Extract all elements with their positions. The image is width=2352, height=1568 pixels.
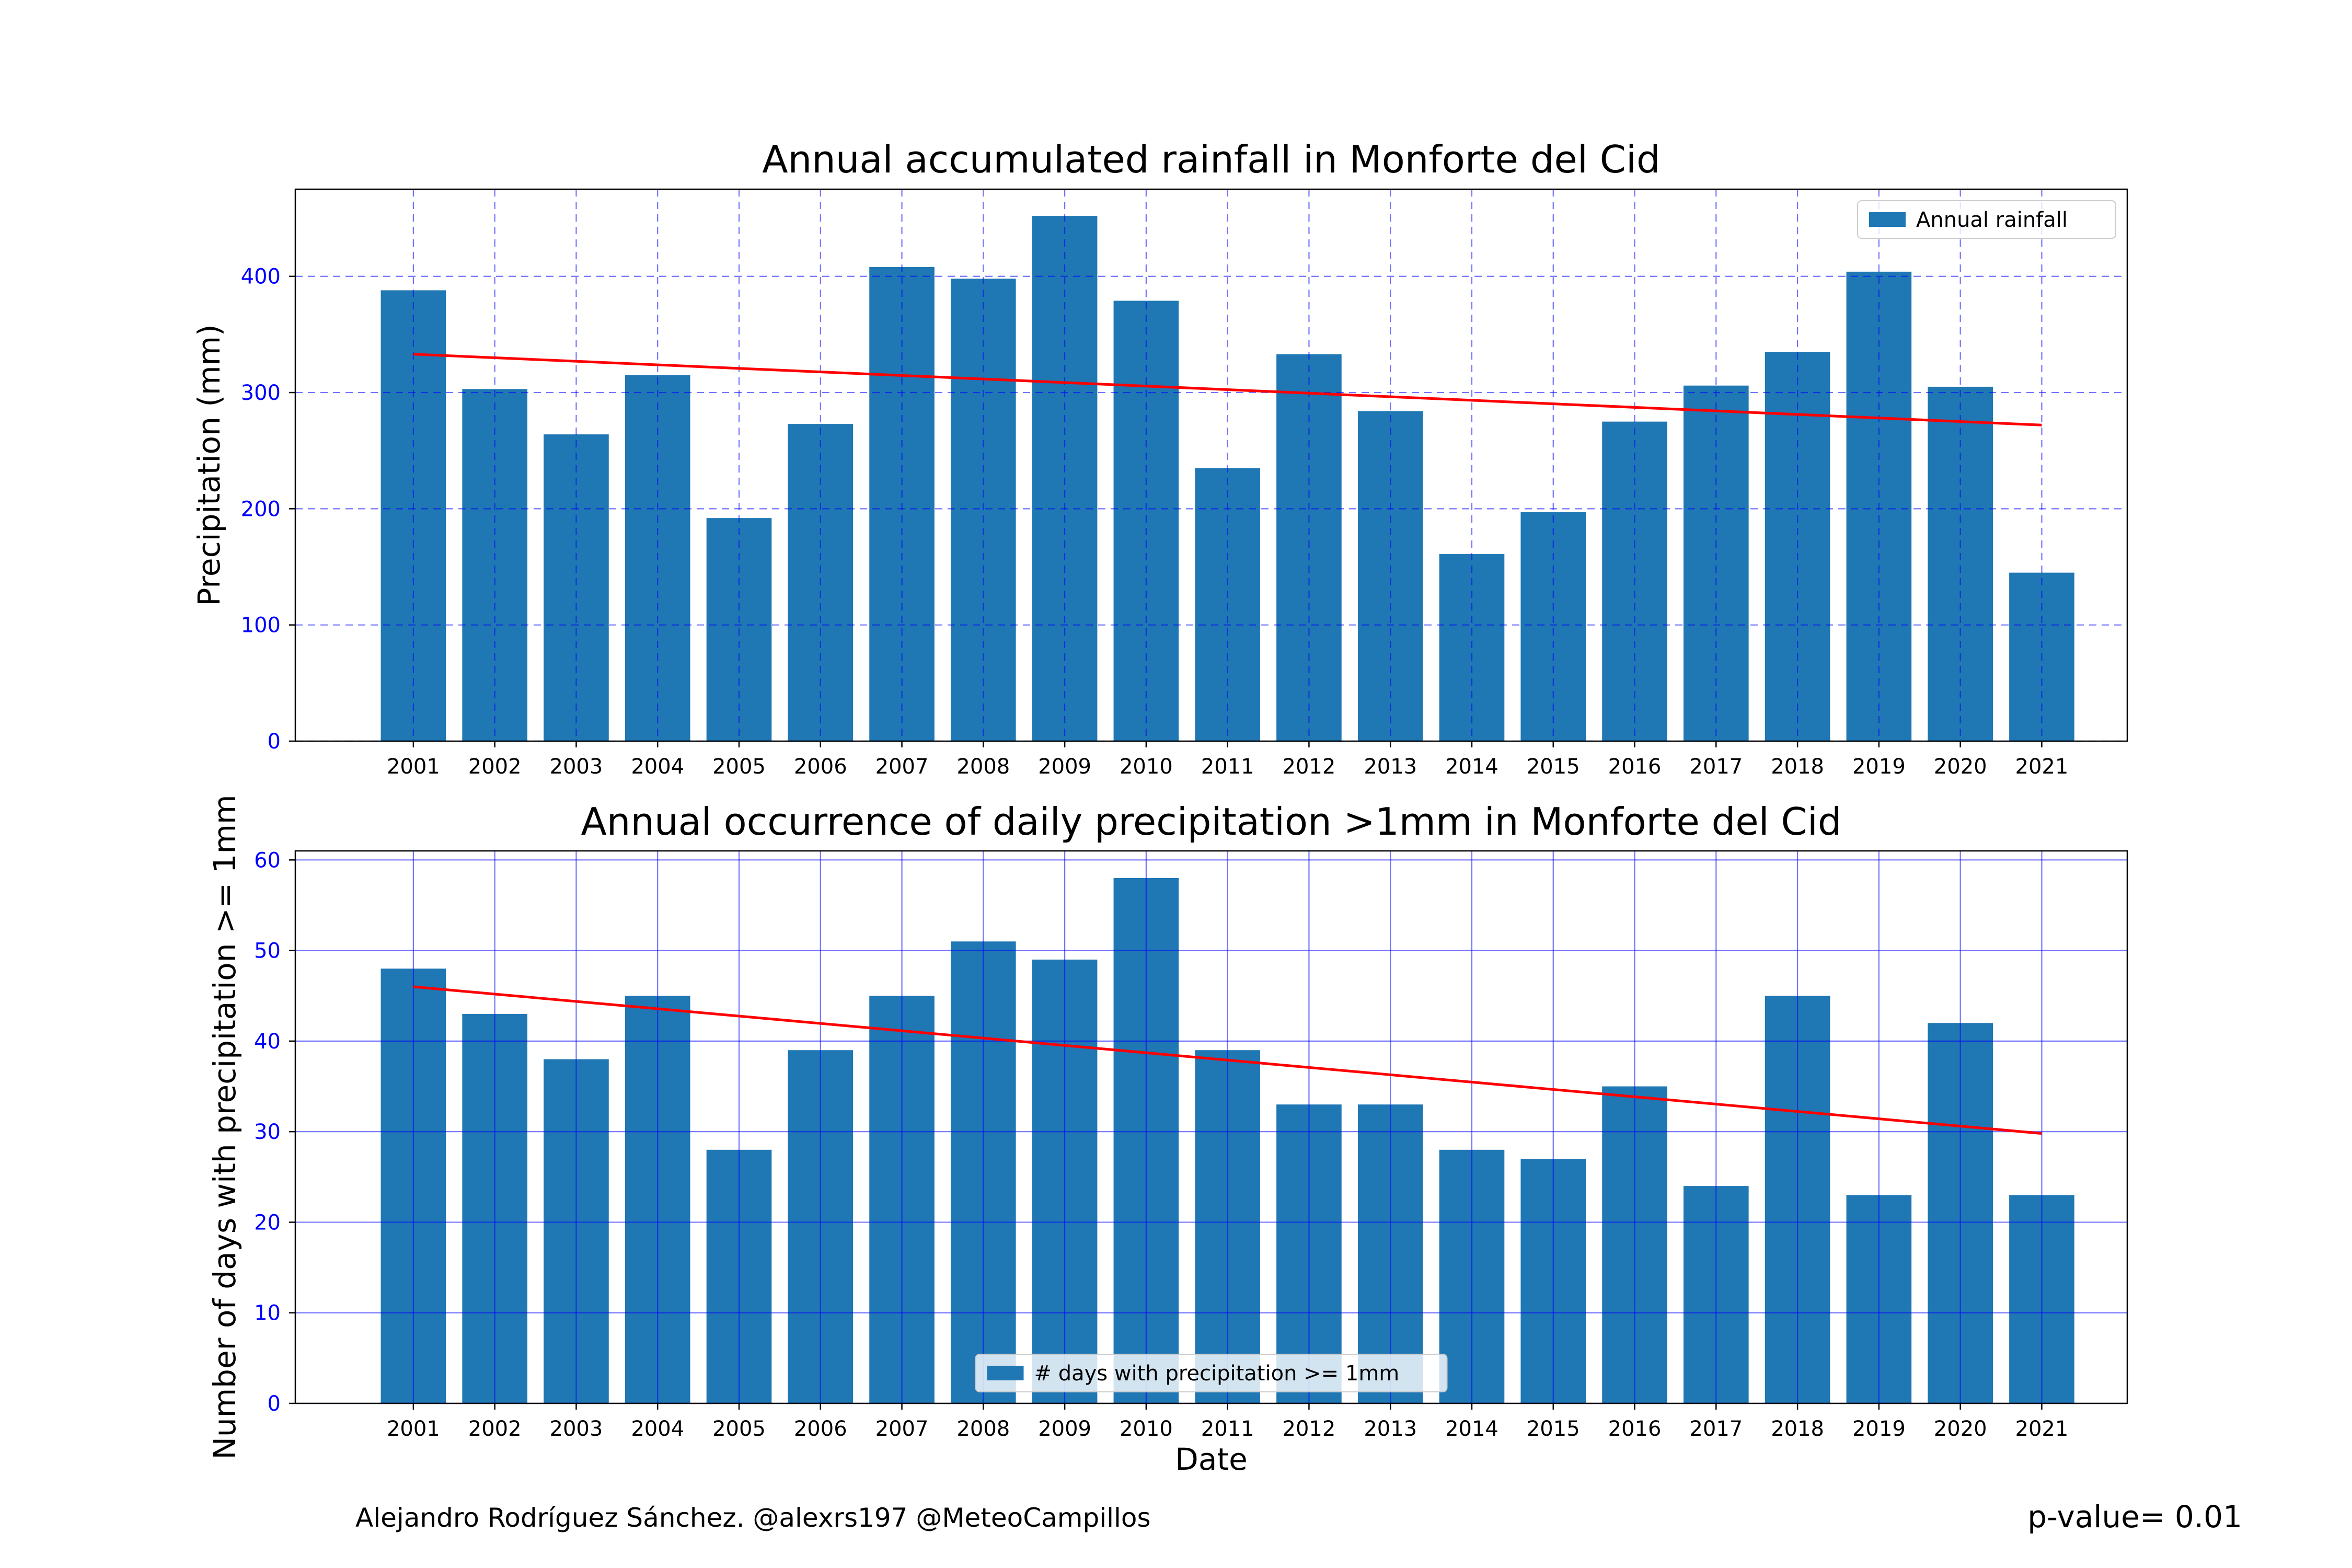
y-axis-label: Number of days with precipitation >= 1mm (207, 795, 243, 1460)
xtick-label-2020: 2020 (1934, 755, 1987, 779)
ytick-label-300: 300 (241, 381, 281, 405)
xtick-label-2021: 2021 (2015, 755, 2069, 779)
legend-swatch (987, 1366, 1024, 1380)
xtick-label-2002: 2002 (468, 755, 522, 779)
xtick-label-2018: 2018 (1771, 1417, 1824, 1441)
xtick-label-2006: 2006 (794, 1417, 847, 1441)
plot-frame (294, 850, 2128, 1404)
legend-box (1857, 200, 2116, 239)
ytick-label-20: 20 (254, 1210, 281, 1235)
legend-swatch (1869, 212, 1906, 227)
xtick-label-2005: 2005 (712, 1417, 766, 1441)
xtick-label-2014: 2014 (1445, 1417, 1498, 1441)
bar-2003 (544, 434, 609, 741)
xtick-label-2003: 2003 (550, 755, 603, 779)
xtick-label-2006: 2006 (794, 755, 847, 779)
legend: # days with precipitation >= 1mm (975, 1354, 1448, 1392)
xtick-label-2013: 2013 (1364, 755, 1417, 779)
xtick-label-2009: 2009 (1038, 755, 1091, 779)
trend-line (413, 985, 2042, 1135)
ytick-label-60: 60 (254, 848, 281, 872)
xtick-label-2010: 2010 (1120, 1417, 1173, 1441)
xtick-label-2007: 2007 (875, 755, 929, 779)
xtick-label-2015: 2015 (1527, 755, 1580, 779)
xtick-label-2004: 2004 (631, 755, 684, 779)
bar-2017 (1684, 385, 1749, 741)
xtick-label-2013: 2013 (1364, 1417, 1417, 1441)
xtick-label-2012: 2012 (1283, 1417, 1336, 1441)
trend-line (413, 353, 2042, 426)
legend-box (975, 1354, 1448, 1392)
chart-panel-1: 2001 2002 2003 2004 2005 2006 2007 2008 2009 2010… (191, 137, 2128, 779)
xtick-label-2016: 2016 (1608, 755, 1662, 779)
ytick-label-200: 200 (241, 497, 281, 521)
ytick-label-0: 0 (268, 730, 281, 754)
xtick-label-2011: 2011 (1201, 1417, 1254, 1441)
xtick-label-2005: 2005 (712, 755, 766, 779)
xtick-label-2015: 2015 (1527, 1417, 1580, 1441)
bar-2015 (1520, 512, 1586, 741)
ytick-label-10: 10 (254, 1301, 281, 1325)
xtick-label-2017: 2017 (1689, 755, 1743, 779)
xtick-label-2014: 2014 (1445, 755, 1498, 779)
xtick-label-2019: 2019 (1852, 755, 1906, 779)
ytick-label-50: 50 (254, 939, 281, 963)
xtick-label-2012: 2012 (1283, 755, 1336, 779)
legend-label: # days with precipitation >= 1mm (1034, 1362, 1400, 1386)
xtick-label-2009: 2009 (1038, 1417, 1091, 1441)
xtick-label-2020: 2020 (1934, 1417, 1987, 1441)
ytick-label-0: 0 (268, 1392, 281, 1416)
plot-frame (294, 188, 2128, 742)
xtick-label-2021: 2021 (2015, 1417, 2069, 1441)
bar-2020 (1928, 386, 1993, 741)
xtick-label-2011: 2011 (1201, 755, 1254, 779)
author-credit: Alejandro Rodríguez Sánchez. @alexrs197 … (355, 1503, 1151, 1533)
ytick-label-400: 400 (241, 265, 281, 289)
xtick-label-2001: 2001 (387, 1417, 440, 1441)
xtick-label-2016: 2016 (1608, 1417, 1662, 1441)
xtick-label-2007: 2007 (875, 1417, 929, 1441)
xtick-label-2018: 2018 (1771, 755, 1824, 779)
y-axis-label: Precipitation (mm) (191, 324, 227, 606)
xtick-label-2001: 2001 (387, 755, 440, 779)
xtick-label-2003: 2003 (550, 1417, 603, 1441)
legend: Annual rainfall (1857, 200, 2116, 239)
chart-panel-2: 2001 2002 2003 2004 2005 2006 2007 2008 2009 2010… (207, 795, 2128, 1477)
chart-title: Annual accumulated rainfall in Monforte … (762, 137, 1660, 181)
ytick-label-30: 30 (254, 1120, 281, 1144)
xtick-label-2008: 2008 (956, 1417, 1010, 1441)
p-value-label: p-value= 0.01 (2027, 1499, 2242, 1535)
legend-label: Annual rainfall (1916, 208, 2068, 232)
xtick-label-2002: 2002 (468, 1417, 522, 1441)
x-axis-label: Date (1175, 1442, 1248, 1477)
xtick-label-2004: 2004 (631, 1417, 684, 1441)
ytick-label-40: 40 (254, 1030, 281, 1054)
xtick-label-2017: 2017 (1689, 1417, 1743, 1441)
xtick-label-2008: 2008 (956, 755, 1010, 779)
chart-title: Annual occurrence of daily precipitation… (581, 800, 1841, 844)
xtick-label-2010: 2010 (1120, 755, 1173, 779)
ytick-label-100: 100 (241, 614, 281, 638)
xtick-label-2019: 2019 (1852, 1417, 1906, 1441)
